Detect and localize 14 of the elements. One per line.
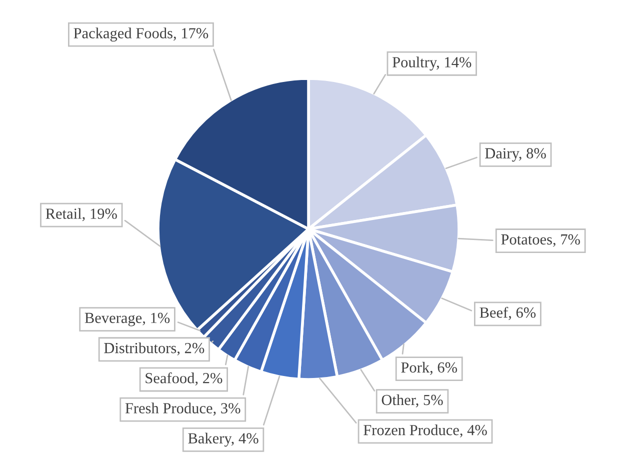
slice-label: Fresh Produce, 3% — [125, 402, 240, 416]
slice-label: Dairy, 8% — [485, 148, 546, 162]
slice-label: Poultry, 14% — [392, 56, 472, 71]
slice-label: Other, 5% — [382, 394, 443, 408]
slice-label: Bakery, 4% — [188, 432, 258, 447]
slice-label: Seafood, 2% — [146, 372, 222, 386]
slice-label: Frozen Produce, 4% — [364, 424, 487, 438]
slice-label: Potatoes, 7% — [501, 234, 580, 247]
slice-label: Packaged Foods, 17% — [74, 28, 208, 42]
slice-label: Retail, 19% — [46, 208, 117, 222]
slice-label: Distributors, 2% — [104, 342, 204, 356]
slice-label: Beverage, 1% — [84, 312, 170, 326]
slice-label: Pork, 6% — [401, 362, 458, 375]
slice-label: Beef, 6% — [480, 306, 536, 320]
